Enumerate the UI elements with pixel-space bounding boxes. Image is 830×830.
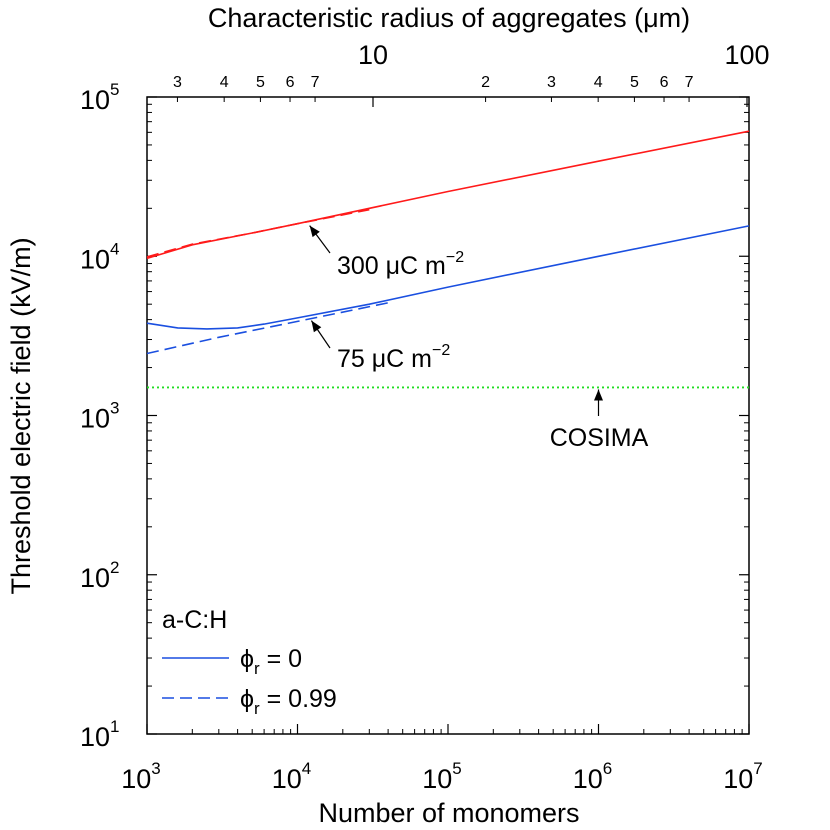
annotation-75-label: 75 μC m−2 bbox=[337, 342, 450, 373]
annotation-75-text: 75 μC m bbox=[337, 345, 432, 373]
x-tick-exp: 4 bbox=[302, 759, 311, 778]
top-tick-label: 100 bbox=[724, 40, 769, 70]
legend-label-1: ϕr = 0.99 bbox=[240, 685, 337, 718]
annotation-300-text: 300 μC m bbox=[337, 252, 446, 280]
y-tick-exp: 5 bbox=[110, 80, 119, 99]
top-minor-tick-label: 4 bbox=[594, 74, 603, 91]
x-tick-label: 103 bbox=[121, 759, 161, 794]
legend-sub: r bbox=[254, 699, 260, 718]
top-minor-tick-label: 4 bbox=[220, 74, 229, 91]
series-line-0 bbox=[146, 130, 750, 260]
top-axis-title: Characteristic radius of aggregates (μm) bbox=[208, 3, 690, 33]
y-tick-exp: 2 bbox=[110, 558, 119, 577]
legend-title: a-C:H bbox=[162, 606, 227, 634]
y-tick-exp: 4 bbox=[110, 239, 119, 258]
legend-sub: r bbox=[254, 659, 260, 678]
y-tick-label: 101 bbox=[80, 717, 120, 752]
top-minor-tick-label: 6 bbox=[286, 74, 295, 91]
annotation-cosima-label: COSIMA bbox=[550, 424, 649, 452]
top-minor-tick-label: 2 bbox=[481, 74, 490, 91]
series-line-3 bbox=[146, 302, 389, 355]
legend-label-0: ϕr = 0 bbox=[240, 645, 302, 678]
x-axis-title: Number of monomers bbox=[318, 798, 579, 828]
y-tick-base: 10 bbox=[80, 85, 110, 115]
x-tick-label: 106 bbox=[573, 759, 613, 794]
top-minor-tick-label: 5 bbox=[256, 74, 265, 91]
legend-symbol: ϕ bbox=[240, 645, 254, 673]
y-tick-base: 10 bbox=[80, 563, 110, 593]
y-tick-exp: 3 bbox=[110, 399, 119, 418]
top-tick-label: 10 bbox=[358, 40, 388, 70]
x-tick-base: 10 bbox=[422, 764, 452, 794]
x-tick-label: 104 bbox=[272, 759, 312, 794]
annotation-300-sup: −2 bbox=[446, 249, 464, 266]
top-minor-tick-label: 3 bbox=[547, 74, 556, 91]
annotation-75-arrow-head bbox=[311, 320, 322, 333]
y-tick-label: 105 bbox=[80, 80, 120, 115]
top-minor-tick-label: 6 bbox=[660, 74, 669, 91]
y-tick-label: 102 bbox=[80, 558, 120, 593]
y-tick-label: 104 bbox=[80, 239, 120, 274]
annotation-75-sup: −2 bbox=[432, 342, 450, 359]
annotation-300-arrow-head bbox=[309, 225, 320, 238]
x-tick-base: 10 bbox=[272, 764, 302, 794]
top-minor-tick-label: 5 bbox=[630, 74, 639, 91]
plot-frame bbox=[146, 96, 750, 735]
x-tick-exp: 5 bbox=[452, 759, 461, 778]
series-line-1 bbox=[146, 208, 370, 258]
y-tick-base: 10 bbox=[80, 244, 110, 274]
annotation-300-label: 300 μC m−2 bbox=[337, 249, 464, 280]
x-tick-base: 10 bbox=[573, 764, 603, 794]
y-tick-exp: 1 bbox=[110, 717, 119, 736]
y-tick-base: 10 bbox=[80, 722, 110, 752]
x-tick-base: 10 bbox=[121, 764, 151, 794]
top-minor-tick-label: 7 bbox=[311, 74, 320, 91]
legend-value: = 0.99 bbox=[260, 685, 337, 713]
x-tick-label: 107 bbox=[723, 759, 763, 794]
annotation-cosima-arrow-head bbox=[594, 389, 603, 401]
legend-value: = 0 bbox=[260, 645, 302, 673]
top-minor-tick-label: 7 bbox=[685, 74, 694, 91]
x-tick-base: 10 bbox=[723, 764, 753, 794]
y-axis-title: Threshold electric field (kV/m) bbox=[6, 237, 36, 594]
y-tick-label: 103 bbox=[80, 399, 120, 434]
top-minor-tick-label: 3 bbox=[173, 74, 182, 91]
x-tick-exp: 6 bbox=[603, 759, 612, 778]
x-tick-exp: 3 bbox=[151, 759, 160, 778]
x-tick-exp: 7 bbox=[753, 759, 762, 778]
legend-symbol: ϕ bbox=[240, 685, 254, 713]
y-tick-base: 10 bbox=[80, 404, 110, 434]
series-line-2 bbox=[146, 225, 750, 330]
x-tick-label: 105 bbox=[422, 759, 462, 794]
